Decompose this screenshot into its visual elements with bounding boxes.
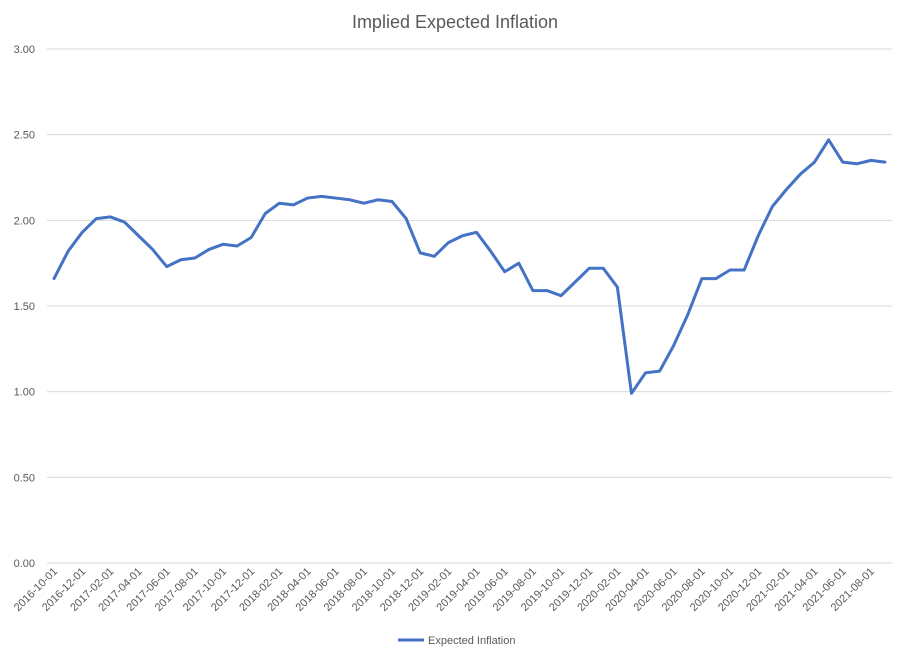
legend-label: Expected Inflation	[428, 635, 515, 647]
legend: Expected Inflation	[398, 635, 515, 647]
y-tick-label: 1.00	[14, 387, 35, 399]
series-line	[52, 138, 887, 395]
series-lines	[52, 138, 887, 395]
y-tick-label: 1.50	[14, 301, 35, 313]
y-axis-ticks: 0.00 0.50 1.00 1.50 2.00 2.50 3.00	[14, 44, 35, 570]
gridlines	[47, 48, 892, 564]
y-tick-label: 2.00	[14, 215, 35, 227]
y-tick-label: 3.00	[14, 44, 35, 56]
y-tick-label: 0.50	[14, 472, 35, 484]
y-tick-label: 2.50	[14, 130, 35, 142]
chart-title: Implied Expected Inflation	[352, 12, 558, 32]
y-tick-label: 0.00	[14, 558, 35, 570]
